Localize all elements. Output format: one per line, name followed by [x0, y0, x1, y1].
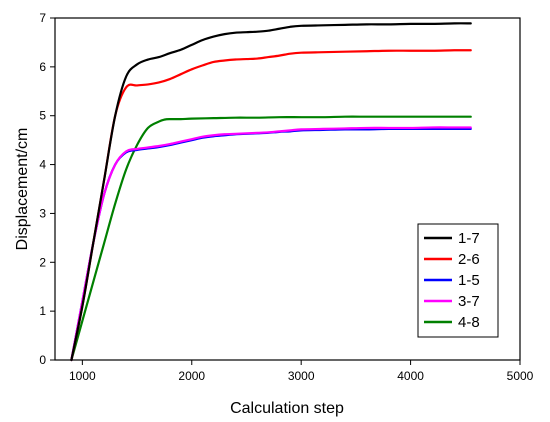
y-tick-label: 2	[39, 255, 46, 269]
legend-label: 1-7	[458, 230, 480, 247]
legend-label: 1-5	[458, 272, 480, 289]
legend-label: 4-8	[458, 314, 480, 331]
axis-ticks: 1000 2000 3000 4000 5000 0 1 2 3 4 5 6 7	[39, 11, 533, 383]
plot-area-frame	[54, 17, 521, 361]
legend-label: 3-7	[458, 293, 480, 310]
x-tick-label: 4000	[397, 369, 424, 383]
y-tick-label: 5	[39, 109, 46, 123]
y-axis-title: Displacement/cm	[14, 128, 31, 251]
y-tick-label: 7	[39, 11, 46, 25]
series-line-4-8	[70, 115, 472, 362]
x-tick-label: 1000	[69, 369, 96, 383]
series-line-2-6	[70, 49, 472, 362]
legend: 1-7 2-6 1-5 3-7 4-8	[417, 223, 499, 338]
series-lines	[70, 22, 472, 362]
y-tick-label: 3	[39, 206, 46, 220]
y-tick-label: 1	[39, 304, 46, 318]
series-line-3-7	[70, 126, 472, 362]
x-tick-label: 2000	[178, 369, 205, 383]
y-tick-label: 0	[39, 353, 46, 367]
x-tick-label: 5000	[507, 369, 534, 383]
x-tick-label: 3000	[288, 369, 315, 383]
x-axis-title: Calculation step	[230, 400, 344, 417]
series-line-1-5	[70, 127, 472, 362]
y-tick-label: 6	[39, 60, 46, 74]
legend-label: 2-6	[458, 251, 480, 268]
y-tick-label: 4	[39, 158, 46, 172]
series-line-1-7	[70, 22, 472, 362]
